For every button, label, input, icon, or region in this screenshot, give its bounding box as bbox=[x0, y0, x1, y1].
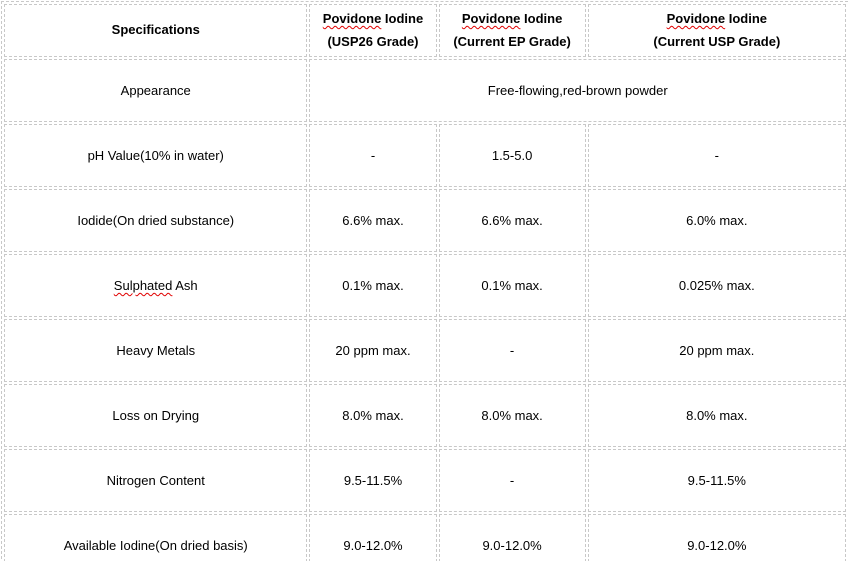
spec-value-merged: Free-flowing,red-brown powder bbox=[309, 59, 846, 122]
spec-value: 8.0% max. bbox=[438, 384, 586, 447]
header-col-usp26-line1: Povidone Iodine bbox=[322, 10, 424, 26]
row-nitrogen-content: Nitrogen Content 9.5-11.5% - 9.5-11.5% bbox=[4, 449, 846, 512]
misspelled-word: Povidone bbox=[461, 10, 521, 26]
spec-value: - bbox=[309, 124, 437, 187]
spec-value: 6.6% max. bbox=[309, 189, 437, 252]
header-col-usp26: Povidone Iodine (USP26 Grade) bbox=[309, 4, 437, 57]
spec-value: 9.0-12.0% bbox=[309, 514, 437, 561]
spec-value: 0.025% max. bbox=[587, 254, 846, 317]
spec-value: 9.5-11.5% bbox=[309, 449, 437, 512]
header-col-usp: Povidone Iodine (Current USP Grade) bbox=[587, 4, 846, 57]
row-loss-on-drying: Loss on Drying 8.0% max. 8.0% max. 8.0% … bbox=[4, 384, 846, 447]
spec-label: Appearance bbox=[4, 59, 308, 122]
row-ph-value: pH Value(10% in water) - 1.5-5.0 - bbox=[4, 124, 846, 187]
spec-value: - bbox=[587, 124, 846, 187]
header-col-usp-line1: Povidone Iodine bbox=[666, 10, 768, 26]
spec-label: Nitrogen Content bbox=[4, 449, 308, 512]
header-col-ep: Povidone Iodine (Current EP Grade) bbox=[438, 4, 586, 57]
row-sulphated-ash: Sulphated Ash 0.1% max. 0.1% max. 0.025%… bbox=[4, 254, 846, 317]
spec-label: Heavy Metals bbox=[4, 319, 308, 382]
spec-value: 9.0-12.0% bbox=[587, 514, 846, 561]
row-appearance: Appearance Free-flowing,red-brown powder bbox=[4, 59, 846, 122]
spec-value: 1.5-5.0 bbox=[438, 124, 586, 187]
header-specifications-label: Specifications bbox=[111, 22, 200, 38]
header-col-ep-line1: Povidone Iodine bbox=[461, 10, 563, 26]
header-col-ep-line2: (Current EP Grade) bbox=[453, 33, 571, 49]
spec-label: Iodide(On dried substance) bbox=[4, 189, 308, 252]
spec-value: 20 ppm max. bbox=[309, 319, 437, 382]
row-iodide: Iodide(On dried substance) 6.6% max. 6.6… bbox=[4, 189, 846, 252]
spec-value: 9.0-12.0% bbox=[438, 514, 586, 561]
spec-value: 20 ppm max. bbox=[587, 319, 846, 382]
spec-value: 6.6% max. bbox=[438, 189, 586, 252]
spec-label: Sulphated Ash bbox=[4, 254, 308, 317]
misspelled-word: Sulphated bbox=[113, 278, 173, 293]
spec-label: pH Value(10% in water) bbox=[4, 124, 308, 187]
spec-value: 8.0% max. bbox=[587, 384, 846, 447]
header-row: Specifications Povidone Iodine (USP26 Gr… bbox=[4, 4, 846, 57]
misspelled-word: Povidone bbox=[322, 10, 382, 26]
spec-value: - bbox=[438, 449, 586, 512]
spec-value: - bbox=[438, 319, 586, 382]
spec-value: 0.1% max. bbox=[438, 254, 586, 317]
spec-label: Loss on Drying bbox=[4, 384, 308, 447]
spec-value: 8.0% max. bbox=[309, 384, 437, 447]
spec-value: 9.5-11.5% bbox=[587, 449, 846, 512]
header-col-usp26-line2: (USP26 Grade) bbox=[327, 33, 419, 49]
row-heavy-metals: Heavy Metals 20 ppm max. - 20 ppm max. bbox=[4, 319, 846, 382]
header-specifications: Specifications bbox=[4, 4, 308, 57]
spec-label: Available Iodine(On dried basis) bbox=[4, 514, 308, 561]
row-available-iodine: Available Iodine(On dried basis) 9.0-12.… bbox=[4, 514, 846, 561]
misspelled-word: Povidone bbox=[666, 10, 726, 26]
spec-value: 0.1% max. bbox=[309, 254, 437, 317]
spec-value: 6.0% max. bbox=[587, 189, 846, 252]
header-col-usp-line2: (Current USP Grade) bbox=[653, 33, 781, 49]
